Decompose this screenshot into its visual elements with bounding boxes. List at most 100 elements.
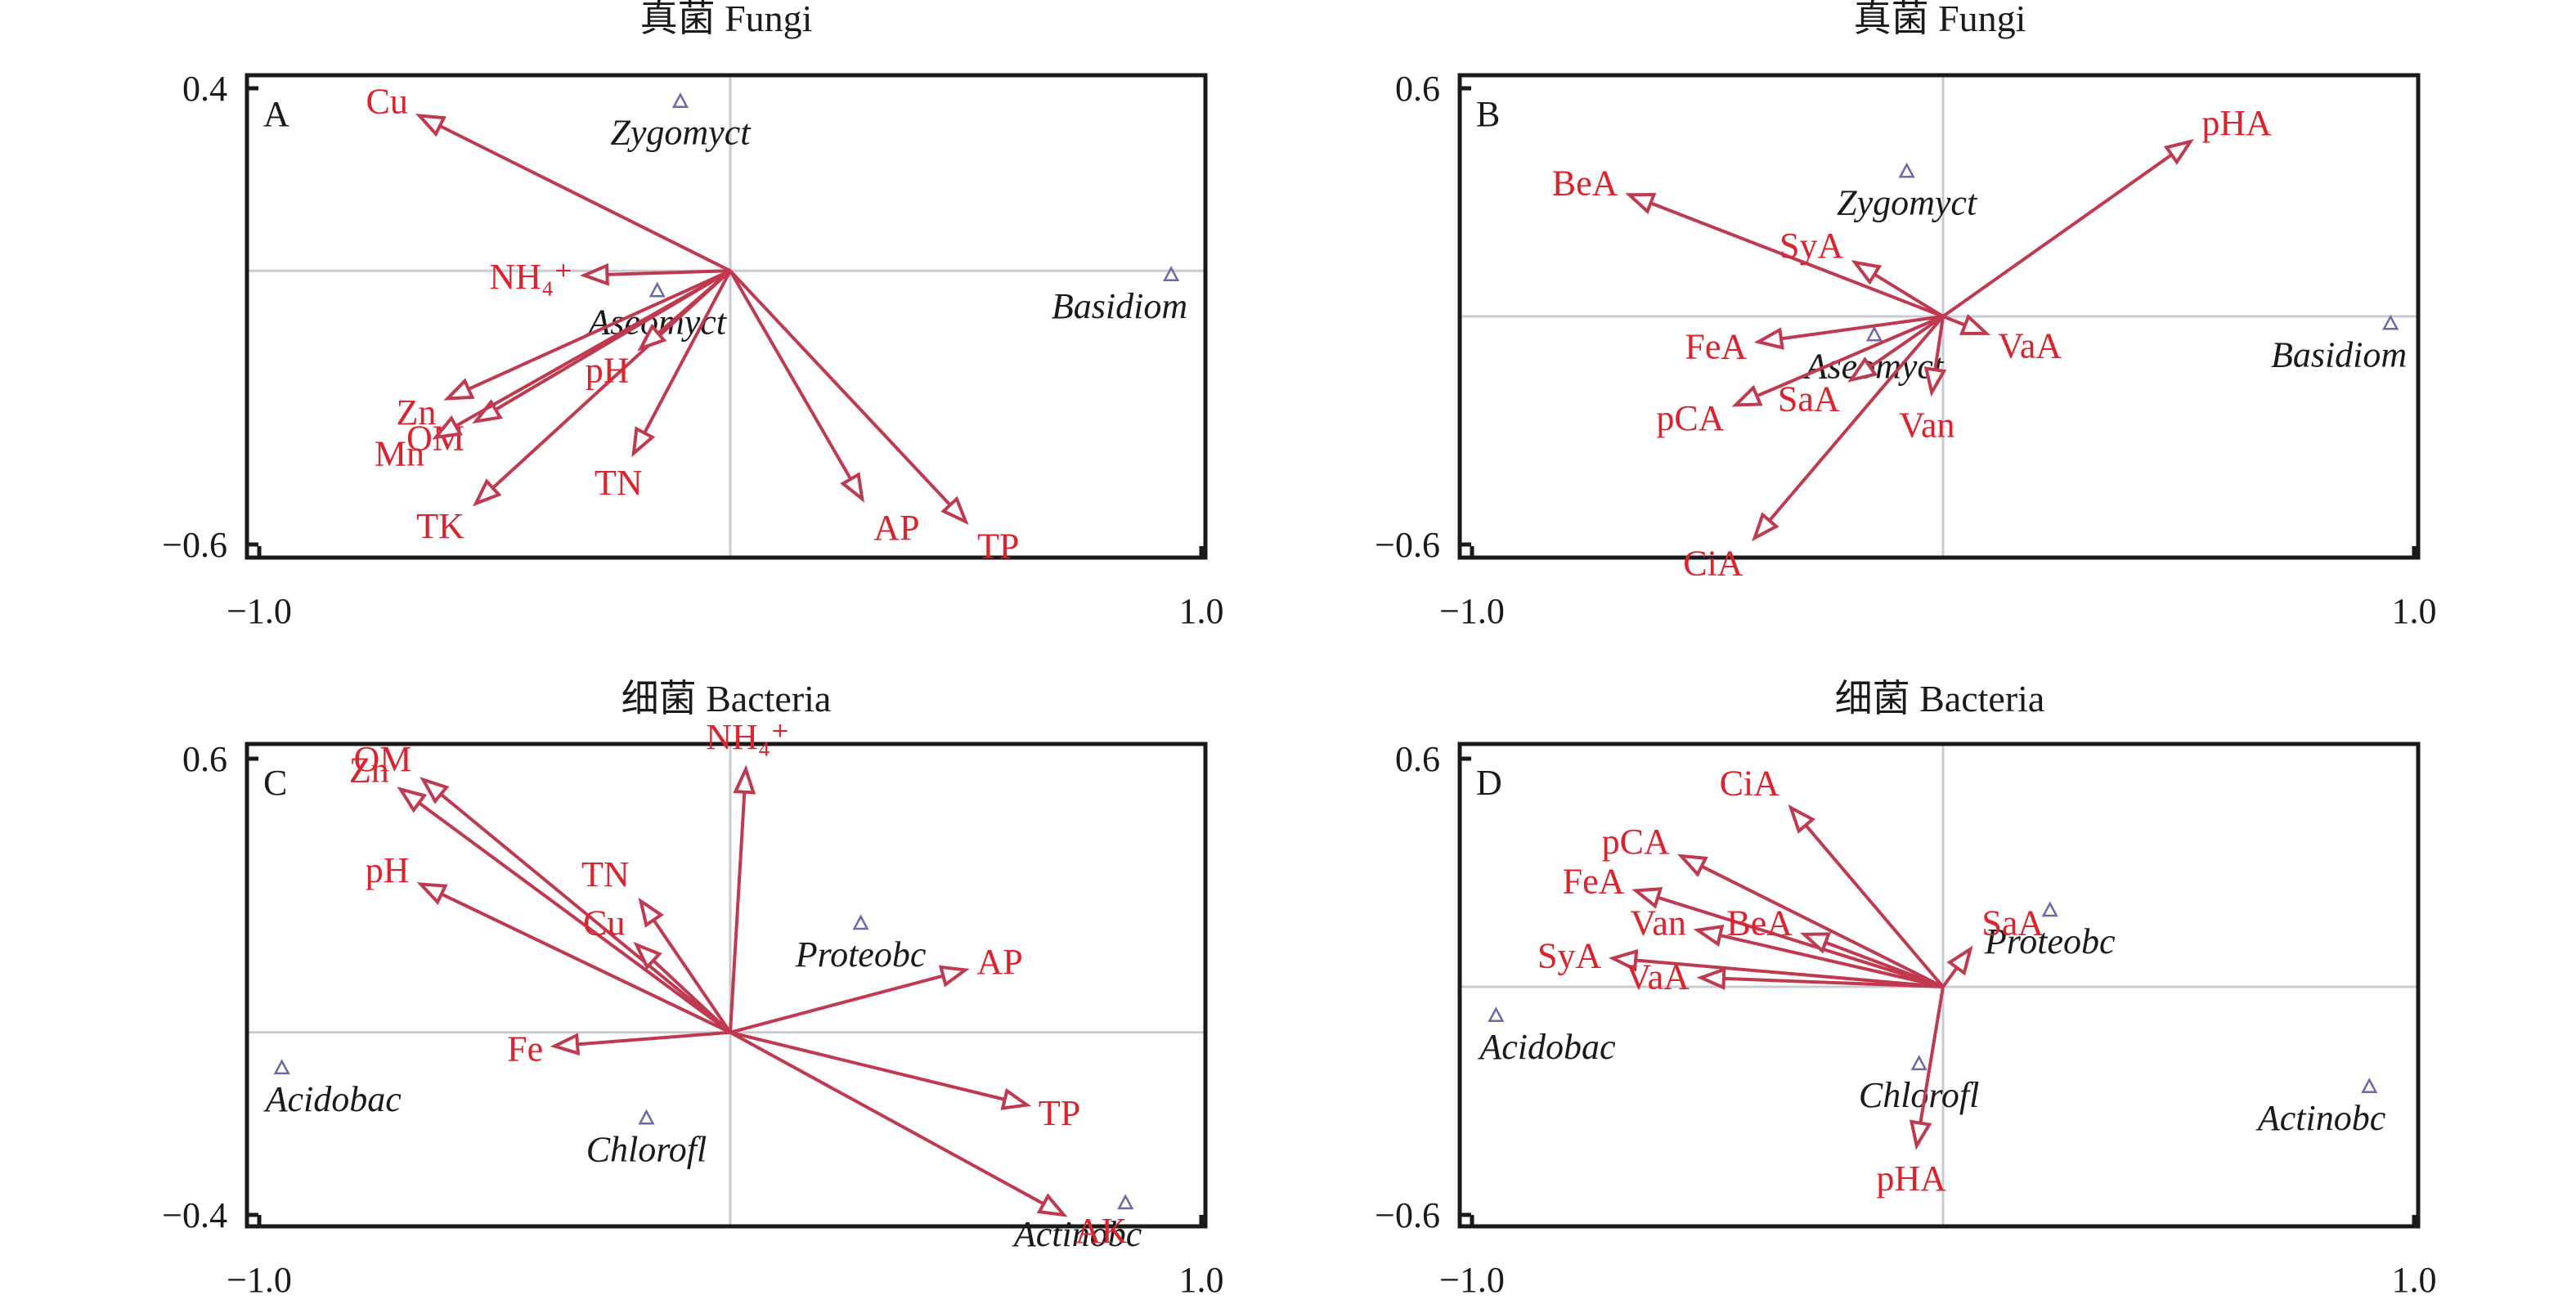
plot-frame <box>245 73 1208 560</box>
vector-label: FeA <box>1563 861 1625 901</box>
vector-arrowhead <box>432 415 463 440</box>
y-tick-label: 0.4 <box>182 69 227 109</box>
vector-line <box>729 791 747 1033</box>
vector-line <box>1804 824 1945 988</box>
species-marker <box>2041 901 2058 917</box>
vector-arrowhead <box>1608 948 1639 972</box>
vector-line <box>729 1030 1006 1101</box>
y-tick-label: 0.6 <box>182 739 227 779</box>
vector-arrowhead <box>1946 945 1973 976</box>
vector-label: VaA <box>1626 957 1690 997</box>
species-marker <box>648 281 666 298</box>
vector-line <box>652 959 732 1034</box>
vector-line <box>1657 895 1944 988</box>
vector-arrowhead <box>938 965 970 988</box>
x-tick-label: −1.0 <box>227 591 292 631</box>
vector-line <box>577 1030 731 1046</box>
y-tick-label: −0.6 <box>162 525 227 565</box>
vector-line <box>1756 315 1944 398</box>
vector-label: TN <box>581 854 630 894</box>
vector-label: AP <box>976 942 1022 982</box>
vector-label: TK <box>416 506 464 546</box>
vector-label: OM <box>354 739 412 779</box>
vector-line <box>418 801 732 1034</box>
vector-label: NH₄⁺ <box>489 257 572 297</box>
species-marker <box>1865 325 1883 342</box>
vector-line <box>729 974 944 1034</box>
vector-line <box>1941 153 2173 318</box>
vector-label: Cu <box>366 82 407 122</box>
vector-arrowhead <box>415 114 447 137</box>
vector-arrowhead <box>550 1033 581 1056</box>
vector-label: pHA <box>2201 103 2272 143</box>
species-marker <box>2361 1078 2378 1094</box>
vector-line <box>1768 315 1945 522</box>
vector-label: Zn <box>349 751 389 791</box>
vector-arrowhead <box>1959 313 1991 335</box>
vector-arrowhead <box>633 941 662 970</box>
vector-label: CiA <box>1683 544 1744 584</box>
species-marker <box>671 92 689 108</box>
vector-line <box>657 269 732 335</box>
vector-line <box>455 269 731 428</box>
x-tick-label: 1.0 <box>2392 591 2437 631</box>
vector-arrowhead <box>1631 887 1663 909</box>
vector-arrowhead <box>1000 1087 1032 1110</box>
vector-label: pH <box>586 350 630 390</box>
vector-label: BeA <box>1552 164 1618 204</box>
species-label: Basidiom <box>1052 286 1187 326</box>
species-marker <box>1910 1055 1928 1071</box>
vector-arrowhead <box>1696 967 1726 990</box>
chart-title: 真菌 Fungi <box>640 0 813 39</box>
vector-arrowhead <box>733 764 756 795</box>
vector-arrowhead <box>1753 327 1784 350</box>
vector-line <box>1649 201 1944 318</box>
x-tick-label: −1.0 <box>227 1260 292 1300</box>
vector-arrowhead <box>397 786 428 813</box>
panel-c: 细菌 Bacteria 0.6 −0.4−1.0 1.0 C Proteobc Acidob… <box>162 678 1223 1300</box>
vector-line <box>729 270 852 480</box>
vector-line <box>1635 958 1944 988</box>
species-label: Actinobc <box>1012 1214 1142 1254</box>
vector-label: Zn <box>397 392 437 432</box>
chart-title: 细菌 Bacteria <box>622 678 832 719</box>
plot-frame <box>1457 742 2421 1229</box>
vector-label: NH₄⁺ <box>706 717 789 757</box>
vector-arrowhead <box>2163 138 2194 165</box>
vector-arrowhead <box>579 262 609 286</box>
vector-label: VaA <box>1998 326 2062 366</box>
vector-arrowhead <box>1799 932 1832 954</box>
vector-line <box>1874 272 1945 318</box>
vector-line <box>1933 316 1945 370</box>
y-tick-label: 0.6 <box>1395 69 1440 109</box>
x-tick-label: −1.0 <box>1439 591 1505 631</box>
chart-title: 真菌 Fungi <box>1854 0 2026 39</box>
species-label: Proteobc <box>1984 921 2116 961</box>
vector-line <box>468 269 731 391</box>
vector-label: pCA <box>1602 822 1670 862</box>
vector-label: BeA <box>1726 903 1793 943</box>
vector-line <box>643 270 732 434</box>
vector-line <box>440 892 731 1034</box>
x-tick-label: 1.0 <box>1179 1260 1224 1300</box>
species-marker <box>273 1059 290 1075</box>
vector-label: Van <box>1899 406 1954 446</box>
vector-arrowhead <box>1693 924 1725 948</box>
x-tick-label: 1.0 <box>1179 591 1224 631</box>
vector-label: CiA <box>1720 763 1780 803</box>
vector-line <box>652 919 732 1033</box>
vector-line <box>1941 966 1959 988</box>
species-marker <box>2382 314 2399 330</box>
y-tick-label: 0.6 <box>1395 739 1440 779</box>
species-label: Acidobac <box>263 1079 402 1119</box>
vector-arrowhead <box>1923 366 1947 397</box>
vector-line <box>1723 976 1944 988</box>
vector-label: pHA <box>1876 1158 1946 1199</box>
vector-label: SyA <box>1779 226 1843 266</box>
vector-arrowhead <box>940 495 969 526</box>
species-marker <box>1163 266 1180 282</box>
vector-arrowhead <box>840 472 865 503</box>
